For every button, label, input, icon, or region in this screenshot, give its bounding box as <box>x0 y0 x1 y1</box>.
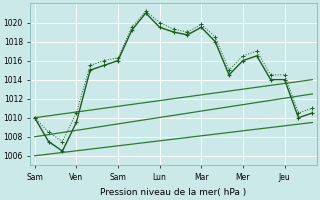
X-axis label: Pression niveau de la mer( hPa ): Pression niveau de la mer( hPa ) <box>100 188 247 197</box>
